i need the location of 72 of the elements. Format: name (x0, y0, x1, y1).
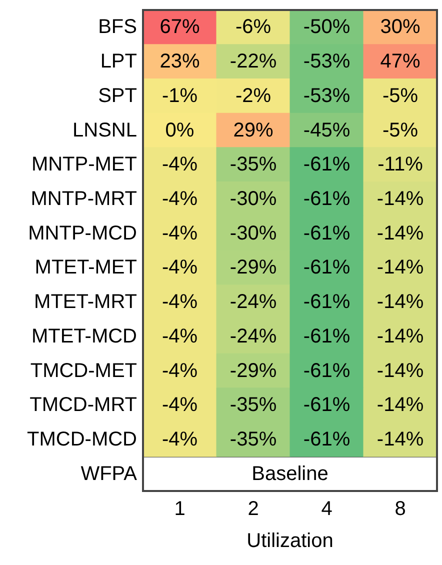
data-label: -6% (235, 16, 272, 38)
x-tick-label: 2 (248, 498, 259, 520)
data-label: -61% (303, 222, 350, 244)
data-label: -61% (303, 154, 350, 176)
data-label: -14% (376, 394, 424, 416)
data-label: -61% (303, 428, 350, 450)
data-label: -30% (230, 188, 277, 210)
data-label: -29% (230, 360, 277, 382)
data-label: -35% (230, 394, 277, 416)
x-tick-label: 1 (174, 498, 186, 520)
x-tick-label: 4 (321, 498, 332, 520)
data-label: 29% (233, 119, 274, 142)
data-label: -45% (303, 119, 350, 142)
data-label: -14% (376, 291, 424, 314)
data-label: -4% (162, 325, 198, 348)
data-label: -5% (382, 119, 418, 142)
data-label: -53% (303, 84, 350, 107)
y-tick-label: LNSNL (72, 119, 137, 142)
data-label: -61% (303, 291, 350, 314)
data-label: 47% (380, 50, 420, 73)
data-label: -1% (162, 84, 198, 107)
data-label: 23% (160, 50, 200, 73)
data-label: -24% (230, 291, 277, 314)
data-label: -24% (230, 325, 277, 348)
data-label: -61% (303, 256, 350, 279)
x-tick-label: 8 (394, 498, 406, 520)
y-tick-label: MTET-MRT (34, 291, 137, 314)
y-tick-label: WFPA (80, 462, 138, 485)
y-tick-label: MNTP-MCD (28, 222, 137, 244)
data-label: -14% (376, 360, 424, 382)
y-tick-label: BFS (98, 16, 137, 38)
y-tick-label: MNTP-MRT (30, 188, 137, 210)
y-tick-label: MNTP-MET (31, 154, 137, 176)
data-label: 30% (380, 16, 420, 38)
data-label: -4% (162, 394, 198, 416)
annotation: Baseline (252, 462, 328, 485)
data-label: -35% (230, 428, 277, 450)
data-label: -4% (162, 360, 198, 382)
data-label: -4% (162, 428, 198, 450)
data-label: -4% (162, 154, 198, 176)
data-label: -11% (378, 154, 424, 176)
data-label: -14% (376, 325, 424, 348)
y-tick-label: TMCD-MRT (30, 394, 137, 416)
data-label: -4% (162, 222, 198, 244)
data-label: -14% (376, 428, 424, 450)
data-label: -4% (162, 188, 198, 210)
y-tick-label: LPT (100, 50, 137, 73)
y-tick-label: SPT (98, 84, 137, 107)
data-label: -14% (376, 256, 424, 279)
data-label: -53% (303, 50, 350, 73)
data-label: -2% (235, 84, 272, 107)
data-label: -61% (303, 188, 350, 210)
y-tick-label: MTET-MCD (31, 325, 137, 348)
data-label: 67% (160, 16, 200, 38)
y-tick-label: MTET-MET (34, 256, 137, 279)
data-label: -4% (162, 256, 198, 279)
y-tick-label: TMCD-MET (30, 360, 137, 382)
data-label: -4% (162, 291, 198, 314)
data-label: -61% (303, 325, 350, 348)
data-label: 0% (165, 119, 194, 142)
data-label: -14% (376, 222, 424, 244)
data-label: -5% (382, 84, 418, 107)
x-axis-title: Utilization (246, 530, 334, 552)
data-label: -14% (376, 188, 424, 210)
data-label: -61% (303, 394, 350, 416)
data-label: -22% (230, 50, 277, 73)
data-label: -35% (230, 154, 277, 176)
data-label: -30% (230, 222, 277, 244)
data-label: -50% (303, 16, 350, 38)
y-tick-label: TMCD-MCD (27, 428, 137, 450)
data-label: -61% (303, 360, 350, 382)
data-label: -29% (230, 256, 277, 279)
